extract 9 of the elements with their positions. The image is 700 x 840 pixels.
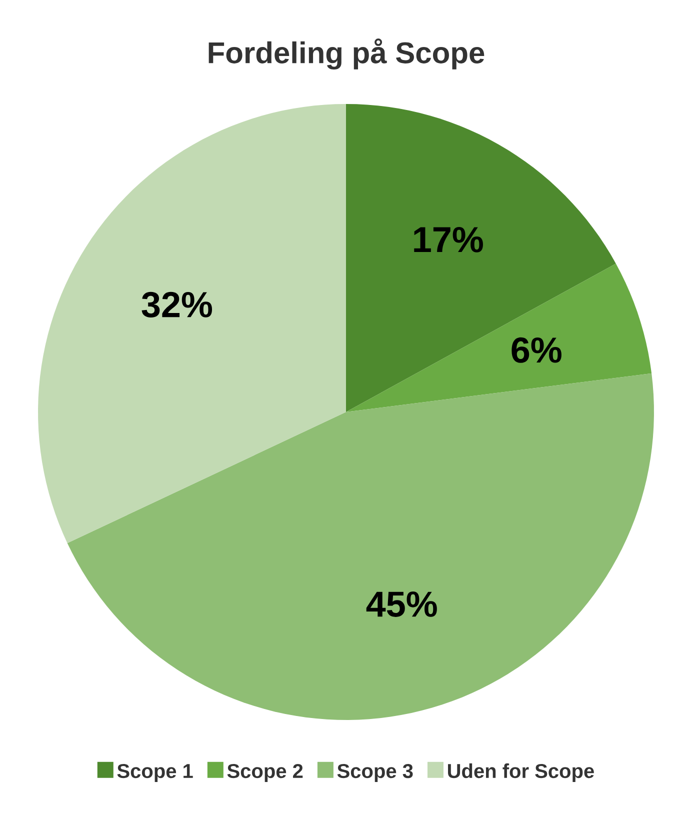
data-label: 6% [512, 337, 562, 363]
legend-label: Scope 2 [227, 764, 303, 782]
chart-title: Fordeling på Scope [208, 38, 484, 70]
data-label: 32% [142, 292, 212, 318]
legend-label: Scope 1 [117, 764, 193, 782]
data-label: 45% [366, 592, 437, 617]
legend-label: Uden for Scope [448, 763, 594, 782]
legend-label: Scope 3 [337, 764, 413, 782]
data-label: 17% [414, 226, 483, 252]
